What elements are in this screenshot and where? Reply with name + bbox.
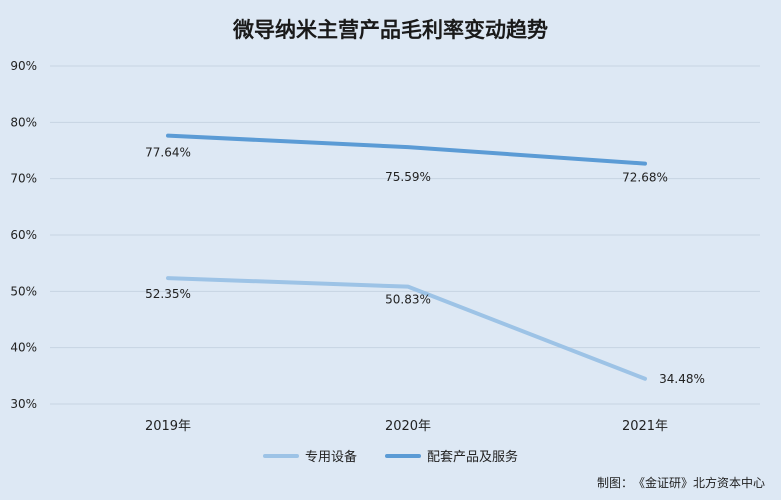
y-tick-label: 40% — [10, 341, 37, 355]
y-tick-label: 90% — [10, 59, 37, 73]
data-label: 72.68% — [622, 171, 668, 185]
x-tick-label: 2021年 — [622, 419, 668, 434]
y-tick-label: 60% — [10, 228, 37, 242]
series-line — [166, 133, 647, 166]
legend-swatch — [262, 453, 299, 458]
x-tick-label: 2019年 — [145, 419, 191, 434]
legend-label: 专用设备 — [304, 450, 357, 465]
credit: 制图： 《金证研》北方资本中心 — [597, 474, 771, 491]
y-tick-label: 70% — [10, 172, 37, 186]
chart-title: 微导纳米主营产品毛利率变动趋势 — [233, 18, 548, 42]
legend-item: 专用设备 — [262, 446, 357, 465]
credit-text: 《金证研》北方资本中心 — [638, 476, 765, 490]
data-label: 52.35% — [145, 287, 191, 301]
data-label: 34.48% — [659, 372, 705, 386]
data-label: 77.64% — [145, 146, 191, 160]
y-tick-label: 80% — [10, 115, 37, 129]
y-tick-label: 30% — [10, 397, 37, 411]
x-tick-label: 2020年 — [385, 419, 431, 434]
legend-label: 配套产品及服务 — [427, 450, 519, 465]
legend-item: 配套产品及服务 — [385, 446, 518, 465]
data-label: 50.83% — [385, 293, 431, 307]
legend: 专用设备 配套产品及服务 — [0, 446, 781, 465]
credit-label: 制图： — [596, 476, 633, 490]
y-tick-label: 50% — [10, 284, 37, 298]
legend-swatch — [385, 453, 421, 458]
data-label: 75.59% — [385, 170, 431, 184]
